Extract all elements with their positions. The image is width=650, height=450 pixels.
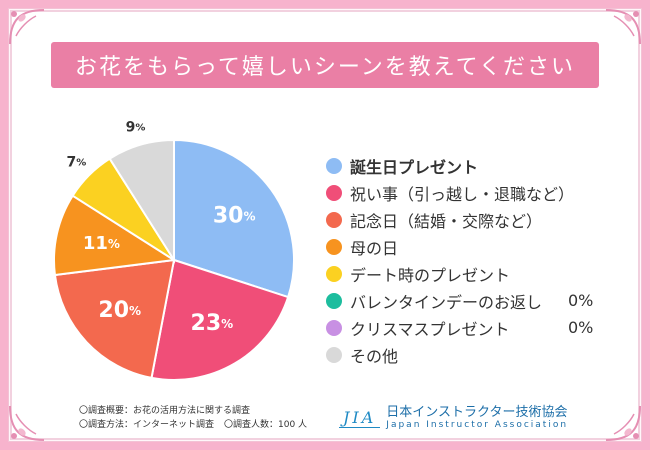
legend-swatch [326, 292, 342, 309]
legend-item: 記念日（結婚・交際など） [326, 206, 616, 233]
logo-name-en: Japan Instructor Association [386, 420, 569, 430]
slice-value-label: 7% [67, 154, 87, 170]
corner-ornament-icon [6, 6, 48, 48]
logo-name-jp: 日本インストラクター技術協会 [386, 405, 568, 420]
legend-item: その他 [326, 341, 616, 368]
pie-slice [108, 138, 175, 264]
pie-slice [150, 258, 290, 381]
legend-swatch [326, 346, 342, 363]
slice-value-label: 20% [98, 298, 141, 323]
chart-title: お花をもらって嬉しいシーンを教えてください [51, 42, 599, 88]
legend-label: その他 [350, 346, 399, 366]
survey-notes: 〇調査概要：お花の活用方法に関する調査 〇調査方法：インターネット調査 〇調査人数… [79, 404, 307, 432]
legend-label: 母の日 [350, 238, 399, 258]
survey-respondents: 〇調査人数：100 人 [224, 420, 308, 430]
legend-item: 誕生日プレゼント [326, 152, 616, 179]
legend-swatch [326, 238, 342, 255]
survey-method: 〇調査方法：インターネット調査 [79, 420, 215, 430]
corner-ornament-icon [602, 6, 644, 48]
legend-label: 祝い事（引っ越し・退職など） [350, 184, 575, 204]
legend-value: 0% [568, 291, 594, 310]
logo-mark: JIA [339, 408, 381, 428]
legend-label: 誕生日プレゼント [350, 157, 479, 177]
corner-ornament-icon [6, 402, 48, 444]
pie-slice [53, 194, 177, 277]
chart-legend: 誕生日プレゼント 祝い事（引っ越し・退職など） 記念日（結婚・交際など） 母の日… [326, 152, 616, 368]
legend-swatch [326, 265, 342, 282]
jia-logo: JIA 日本インストラクター技術協会 Japan Instructor Asso… [339, 402, 568, 434]
legend-label: クリスマスプレゼント [350, 319, 510, 339]
slice-value-label: 23% [191, 311, 234, 336]
pie-slice [173, 138, 295, 299]
legend-swatch [326, 319, 342, 336]
legend-item: クリスマスプレゼント 0% [326, 314, 616, 341]
legend-item: 母の日 [326, 233, 616, 260]
legend-value: 0% [568, 318, 594, 337]
slice-value-label: 11% [83, 233, 120, 254]
survey-overview: 〇調査概要：お花の活用方法に関する調査 [79, 406, 251, 416]
legend-label: バレンタインデーのお返し [350, 292, 543, 312]
corner-ornament-icon [602, 402, 644, 444]
legend-label: デート時のプレゼント [350, 265, 511, 285]
legend-label: 記念日（結婚・交際など） [350, 211, 543, 231]
slice-value-label: 9% [126, 119, 146, 135]
pie-slice [53, 258, 176, 380]
legend-item: バレンタインデーのお返し 0% [326, 287, 616, 314]
legend-swatch [326, 157, 342, 174]
slice-value-label: 30% [213, 203, 256, 228]
legend-item: デート時のプレゼント [326, 260, 616, 287]
legend-item: 祝い事（引っ越し・退職など） [326, 179, 616, 206]
legend-swatch [326, 211, 342, 228]
legend-swatch [326, 184, 342, 201]
